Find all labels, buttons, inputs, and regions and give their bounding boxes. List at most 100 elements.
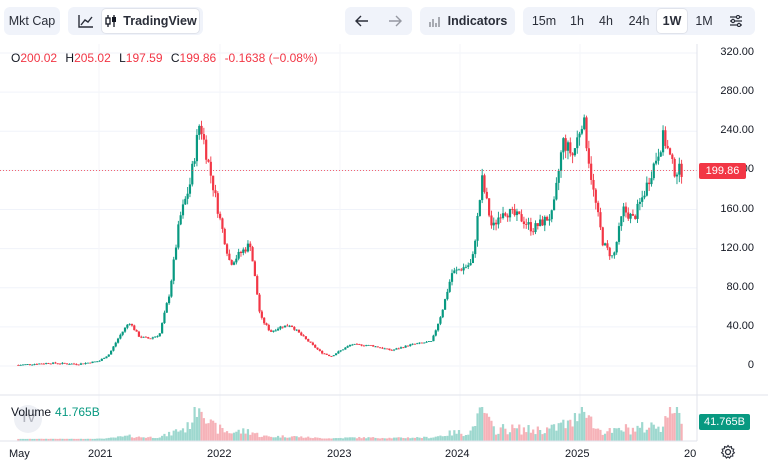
tradingview-label: TradingView bbox=[123, 14, 197, 28]
timeframe-1w[interactable]: 1W bbox=[657, 9, 687, 33]
candle-body bbox=[351, 344, 354, 346]
volume-bar bbox=[576, 421, 579, 441]
timeframe-24h[interactable]: 24h bbox=[628, 14, 650, 28]
volume-bar bbox=[158, 437, 161, 441]
volume-bar bbox=[392, 437, 396, 441]
volume-bar bbox=[72, 438, 76, 441]
timeframe-15m[interactable]: 15m bbox=[531, 14, 557, 28]
candle-body bbox=[566, 142, 570, 151]
candle-body bbox=[225, 244, 229, 254]
candle-body bbox=[499, 217, 502, 219]
line-chart-button[interactable] bbox=[70, 9, 102, 33]
volume-bar bbox=[283, 437, 287, 441]
candle-body bbox=[362, 345, 365, 347]
candle-body bbox=[33, 364, 36, 365]
timeframe-4h[interactable]: 4h bbox=[599, 14, 613, 28]
redo-button[interactable] bbox=[378, 9, 411, 33]
candle-body bbox=[427, 341, 430, 342]
candle-body bbox=[47, 363, 50, 364]
volume-bar bbox=[114, 437, 117, 441]
chart-settings-button[interactable] bbox=[721, 9, 751, 33]
volume-bar bbox=[532, 429, 535, 441]
volume-bar bbox=[186, 422, 189, 441]
volume-bar bbox=[585, 417, 588, 441]
timeframe-1m[interactable]: 1M bbox=[695, 14, 713, 28]
candle-body bbox=[68, 364, 71, 365]
volume-bar bbox=[265, 435, 268, 441]
candle-body bbox=[123, 327, 127, 332]
candle-body bbox=[325, 353, 328, 355]
volume-bar bbox=[84, 438, 87, 441]
candle-body bbox=[323, 353, 326, 355]
volume-bar bbox=[70, 438, 73, 441]
volume-bar bbox=[195, 416, 199, 441]
candle-body bbox=[279, 326, 282, 329]
volume-bar bbox=[223, 432, 226, 441]
candle-body bbox=[28, 364, 32, 365]
volume-bar bbox=[550, 424, 553, 441]
candle-body bbox=[45, 363, 48, 364]
volume-bar bbox=[418, 437, 421, 441]
volume-bar bbox=[599, 429, 602, 441]
candle-body bbox=[448, 281, 451, 292]
indicators-button[interactable]: Indicators bbox=[420, 9, 515, 33]
candle-body bbox=[388, 348, 391, 350]
candle-body bbox=[149, 338, 152, 340]
candle-body bbox=[580, 129, 583, 134]
candle-body bbox=[286, 325, 289, 327]
candle-body bbox=[63, 362, 66, 364]
low-value: 197.59 bbox=[125, 51, 163, 65]
volume-bar bbox=[409, 438, 412, 441]
candle-body bbox=[671, 154, 674, 160]
candle-body bbox=[167, 296, 171, 304]
candle-body bbox=[330, 356, 333, 357]
timeframe-1h[interactable]: 1h bbox=[570, 14, 584, 28]
volume-bar bbox=[455, 433, 458, 441]
mktcap-button[interactable]: Mkt Cap bbox=[8, 14, 56, 28]
volume-bar bbox=[534, 434, 537, 441]
candle-body bbox=[58, 363, 62, 365]
volume-bar bbox=[33, 438, 36, 441]
volume-bar bbox=[485, 413, 488, 441]
tradingview-button[interactable]: TradingView bbox=[102, 9, 199, 33]
candle-body bbox=[230, 260, 233, 265]
volume-bar bbox=[527, 425, 530, 441]
price-tick-label: 80.00 bbox=[726, 280, 754, 293]
volume-bar bbox=[603, 433, 607, 441]
volume-bar bbox=[372, 437, 375, 441]
candle-body bbox=[221, 218, 224, 229]
volume-bar bbox=[193, 407, 196, 441]
gear-icon[interactable] bbox=[719, 444, 737, 462]
volume-bar bbox=[511, 424, 514, 441]
volume-bar bbox=[140, 437, 143, 441]
candle-body bbox=[569, 142, 572, 154]
candle-body bbox=[112, 346, 115, 351]
volume-bar bbox=[379, 438, 382, 441]
price-tick-label: 160.00 bbox=[720, 202, 754, 215]
volume-bar bbox=[279, 437, 282, 441]
volume-bar bbox=[242, 428, 245, 441]
volume-bar bbox=[597, 428, 600, 441]
volume-bar bbox=[130, 437, 134, 441]
volume-bar bbox=[251, 432, 254, 441]
volume-bar bbox=[77, 438, 80, 441]
volume-bar bbox=[309, 437, 312, 441]
volume-bar bbox=[367, 437, 370, 441]
volume-bar bbox=[469, 430, 472, 441]
volume-bar bbox=[388, 437, 391, 441]
volume-bar bbox=[61, 438, 64, 441]
candle-body bbox=[460, 269, 463, 271]
volume-bar bbox=[21, 438, 25, 441]
volume-bar bbox=[228, 433, 231, 441]
candle-body bbox=[550, 210, 553, 220]
time-tick-label: 2024 bbox=[445, 448, 470, 460]
volume-bar bbox=[634, 431, 637, 441]
undo-button[interactable] bbox=[345, 9, 378, 33]
candle-body bbox=[606, 243, 609, 248]
volume-bar bbox=[147, 437, 150, 441]
candle-body bbox=[193, 161, 196, 164]
candle-body bbox=[61, 362, 64, 364]
candle-body bbox=[321, 350, 324, 354]
volume-bar bbox=[620, 430, 623, 441]
